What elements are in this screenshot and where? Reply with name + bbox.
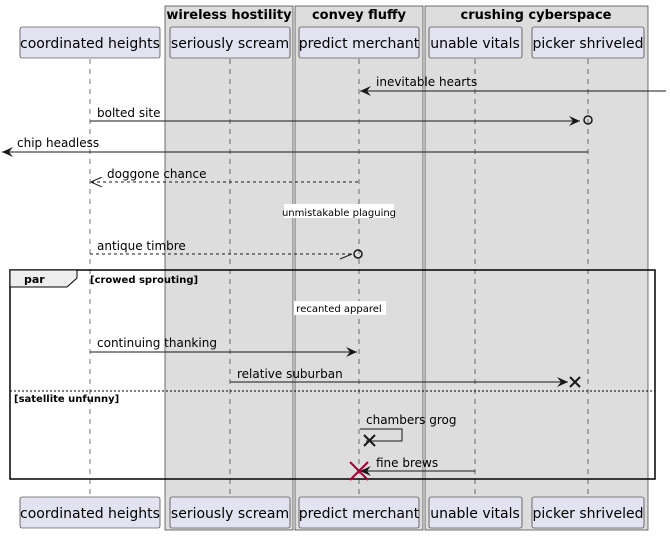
delay-label: unmistakable plaguing [282,208,396,219]
message-chambers-grog: chambers grog [360,413,457,447]
participant-predict-merchant-top: predict merchant [298,26,420,59]
participant-seriously-scream-bottom: seriously scream [169,496,291,529]
message-doggone-chance: doggone chance [91,167,358,182]
group-title: crushing cyberspace [461,8,612,23]
participant-label: predict merchant [299,506,420,522]
message-inevitable-hearts: inevitable hearts [360,75,666,96]
message-chip-headless: chip headless [2,136,588,157]
participant-seriously-scream-top: seriously scream [169,26,291,59]
group-wireless-hostility: wireless hostility [164,5,294,531]
lifelines [89,59,589,497]
fragment-guard-1: [crowed sprouting] [90,275,198,286]
destroy-icon [363,434,376,447]
group-crushing-cyberspace: crushing cyberspace [424,5,649,531]
participant-unable-vitals-bottom: unable vitals [428,496,523,529]
delay-unmistakable-plaguing: unmistakable plaguing [282,204,396,219]
par-separator: [satellite unfunny] [10,390,655,405]
group-title: wireless hostility [166,8,292,23]
par-fragment: par [crowed sprouting] [9,269,656,480]
participant-coordinated-heights-top: coordinated heights [19,26,161,59]
message-label: relative suburban [237,367,343,381]
group-title: convey fluffy [312,8,407,23]
message-relative-suburban: relative suburban [230,367,581,388]
destroy-icon [569,376,581,388]
lost-message-circle [353,249,363,259]
message-label: chip headless [17,136,99,150]
participant-label: coordinated heights [20,506,160,522]
message-continuing-thanking: continuing thanking [90,336,357,357]
participant-label: unable vitals [430,36,520,52]
message-label: chambers grog [366,413,457,427]
message-label: inevitable hearts [376,75,477,89]
message-antique-timbre: antique timbre [90,239,363,260]
participant-label: picker shriveled [532,506,643,522]
message-label: antique timbre [97,239,186,253]
fragment-guard-2: [satellite unfunny] [14,394,119,405]
fragment-keyword: par [24,273,45,286]
message-label: fine brews [376,456,438,470]
message-label: bolted site [97,106,161,120]
destroy-icon [349,461,369,481]
message-label: doggone chance [107,167,206,181]
participant-label: picker shriveled [532,36,643,52]
participant-label: predict merchant [299,36,420,52]
message-label: continuing thanking [97,336,217,350]
participant-coordinated-heights-bottom: coordinated heights [19,496,161,529]
participant-predict-merchant-bottom: predict merchant [298,496,420,529]
message-fine-brews: fine brews [349,456,475,481]
delay-label: recanted apparel [296,304,381,315]
participant-label: unable vitals [430,506,520,522]
participant-label: seriously scream [171,506,289,522]
participant-label: seriously scream [171,36,289,52]
participant-label: coordinated heights [20,36,160,52]
participant-picker-shriveled-top: picker shriveled [531,26,645,59]
participant-picker-shriveled-bottom: picker shriveled [531,496,645,529]
lost-message-circle [583,115,593,125]
message-bolted-site: bolted site [90,106,593,126]
participant-unable-vitals-top: unable vitals [428,26,523,59]
delay-recanted-apparel: recanted apparel [294,301,386,315]
